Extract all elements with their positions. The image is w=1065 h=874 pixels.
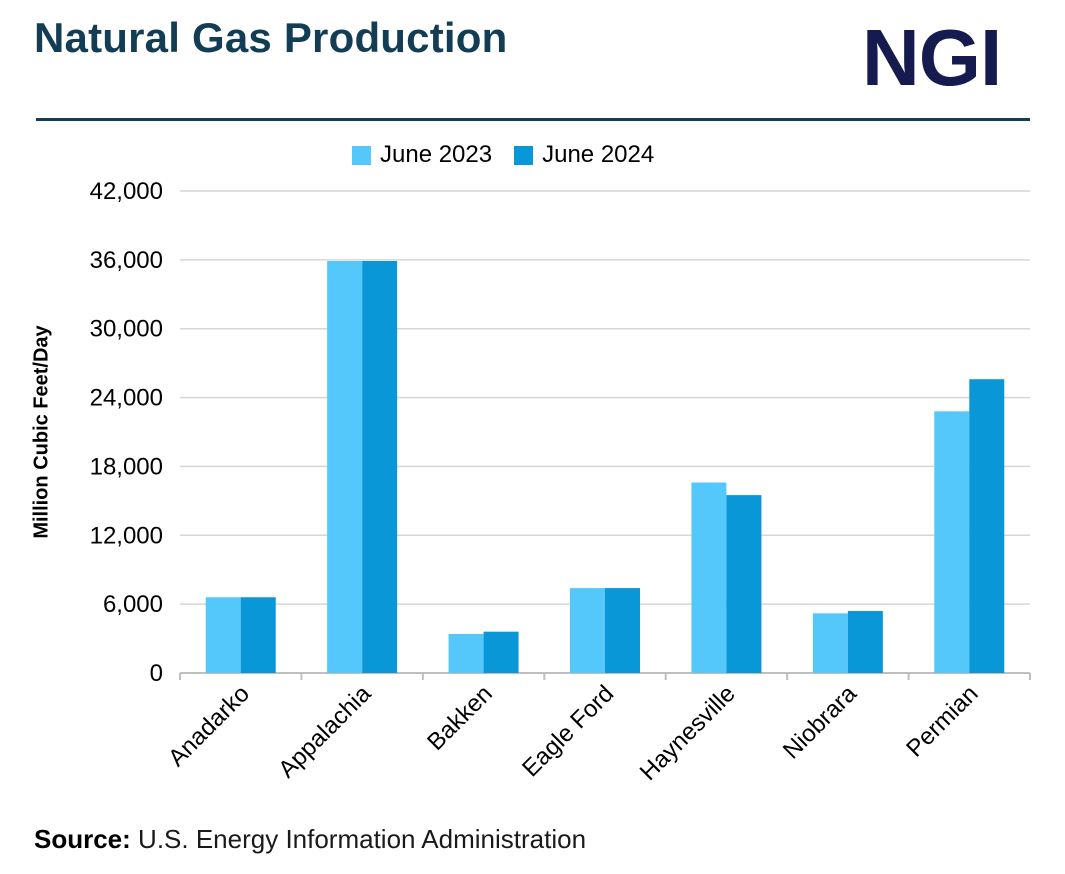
y-tick-label: 18,000 <box>90 453 163 480</box>
y-tick-label: 6,000 <box>103 591 163 618</box>
y-tick-label: 0 <box>150 660 163 687</box>
x-tick-label: Haynesville <box>635 680 741 786</box>
bar <box>448 633 484 673</box>
bar <box>483 631 519 673</box>
x-tick-label: Eagle Ford <box>517 680 619 782</box>
x-tick-label: Permian <box>901 680 983 762</box>
chart-legend: June 2023 June 2024 <box>352 140 654 170</box>
legend-item-2024: June 2024 <box>514 141 654 169</box>
legend-swatch-2024 <box>514 145 534 165</box>
legend-item-2023: June 2023 <box>352 141 492 169</box>
bar <box>362 261 398 673</box>
bar <box>934 411 970 673</box>
bar <box>691 482 727 673</box>
bar <box>605 588 640 673</box>
bar <box>847 611 883 673</box>
source-note: Source: U.S. Energy Information Administ… <box>34 824 586 855</box>
x-tick-label: Appalachia <box>273 680 377 784</box>
bar <box>812 613 848 673</box>
bar <box>240 597 276 673</box>
legend-swatch-2023 <box>352 145 371 165</box>
bar <box>726 495 762 673</box>
y-tick-label: 24,000 <box>90 385 163 412</box>
page-title: Natural Gas Production <box>34 14 508 61</box>
source-label: Source: <box>34 824 131 854</box>
bar <box>570 588 605 673</box>
x-tick-label: Anadarko <box>163 680 255 772</box>
title-divider <box>36 118 1030 121</box>
legend-label-2023: June 2023 <box>380 141 493 168</box>
y-tick-label: 42,000 <box>90 178 163 205</box>
bar <box>969 379 1005 673</box>
source-text: U.S. Energy Information Administration <box>138 824 587 854</box>
bar <box>327 261 363 673</box>
legend-label-2024: June 2024 <box>542 141 655 168</box>
y-tick-label: 36,000 <box>90 247 163 274</box>
bar <box>205 597 241 673</box>
y-tick-label: 12,000 <box>90 522 163 549</box>
y-tick-label: 30,000 <box>90 316 163 343</box>
x-tick-label: Bakken <box>422 680 498 756</box>
ngi-logo: NGI <box>862 13 1002 102</box>
x-tick-label: Niobrara <box>778 680 863 765</box>
